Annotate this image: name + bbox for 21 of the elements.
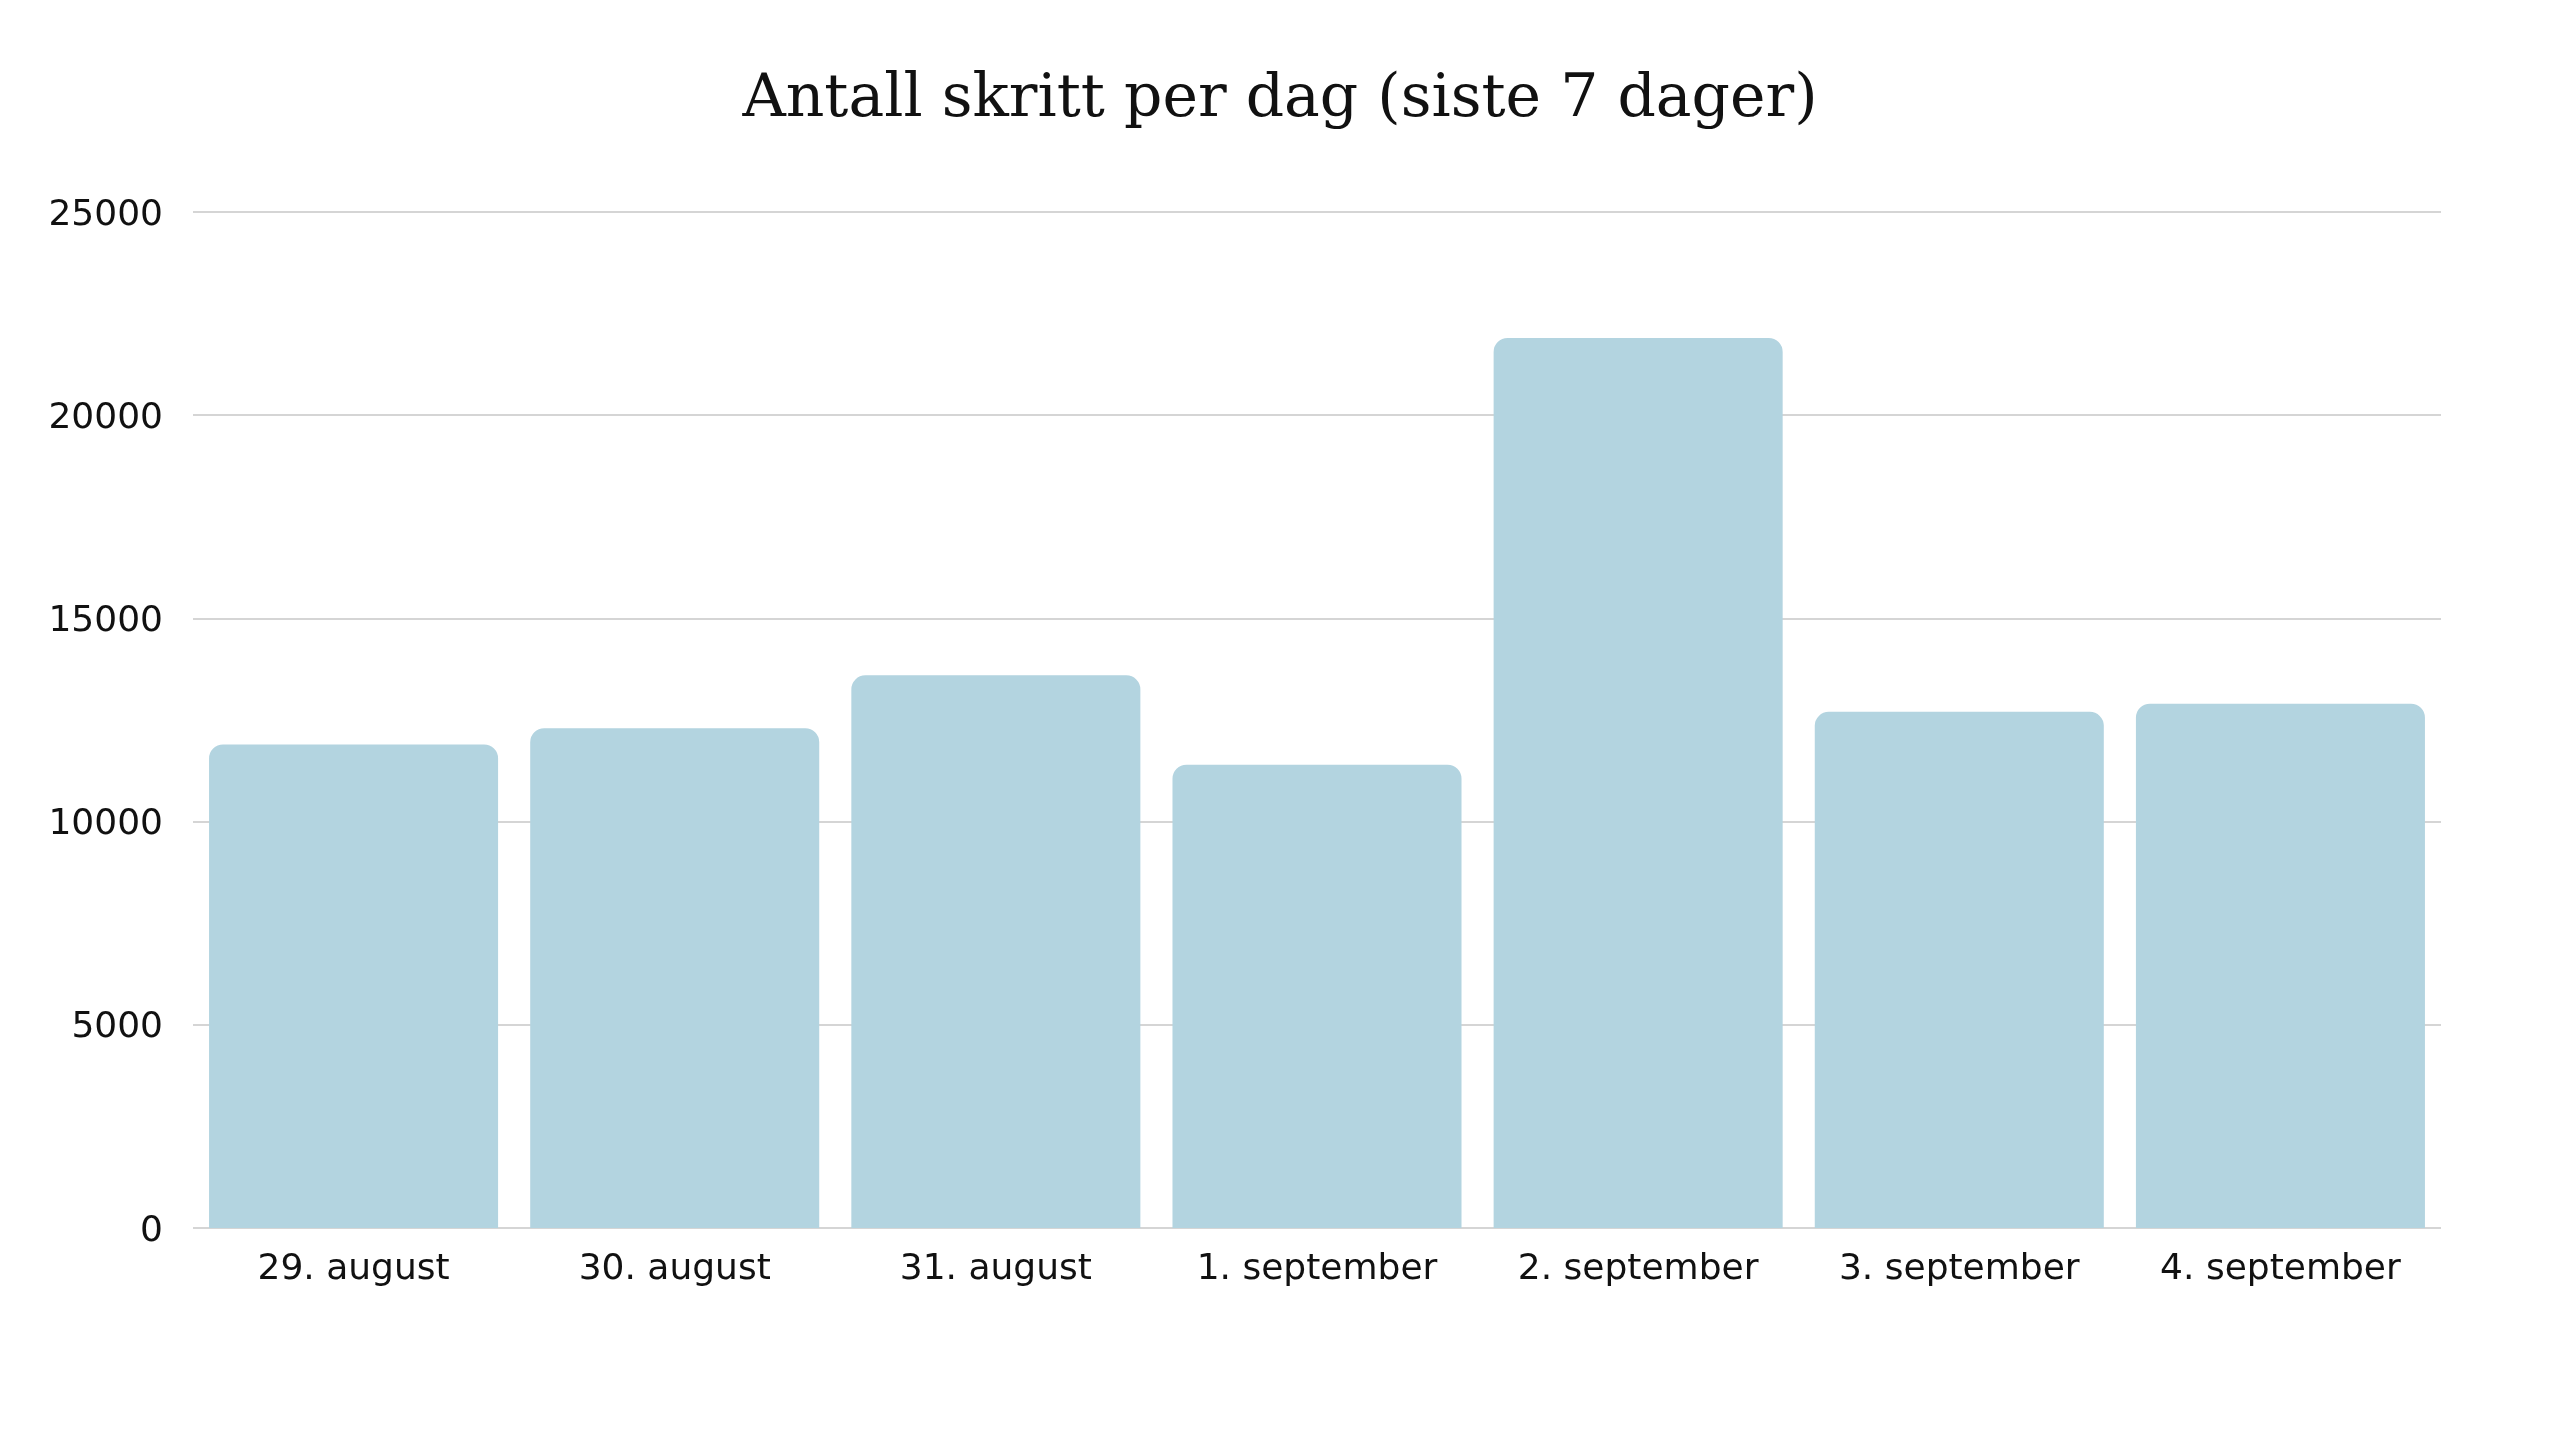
y-tick-label: 0	[140, 1207, 163, 1249]
bar	[530, 728, 820, 1228]
x-tick-label: 2. september	[1517, 1245, 1759, 1287]
y-tick-label: 10000	[48, 801, 163, 843]
x-tick-label: 1. september	[1196, 1245, 1438, 1287]
y-tick-label: 25000	[48, 191, 163, 233]
bar	[1172, 764, 1462, 1228]
chart-title: Antall skritt per dag (siste 7 dager)	[741, 60, 1818, 130]
y-tick-label: 20000	[48, 394, 163, 436]
y-tick-label: 15000	[48, 597, 163, 639]
x-tick-label: 29. august	[257, 1245, 450, 1287]
bar	[851, 675, 1141, 1228]
bar	[1493, 337, 1783, 1228]
x-tick-label: 30. august	[578, 1245, 771, 1287]
bar	[1814, 711, 2104, 1228]
x-tick-label: 4. september	[2160, 1245, 2401, 1287]
y-tick-label: 5000	[71, 1004, 163, 1046]
x-tick-label: 3. september	[1838, 1245, 2080, 1287]
bar	[2135, 703, 2425, 1228]
x-tick-label: 31. august	[899, 1245, 1092, 1287]
bar	[209, 744, 499, 1228]
